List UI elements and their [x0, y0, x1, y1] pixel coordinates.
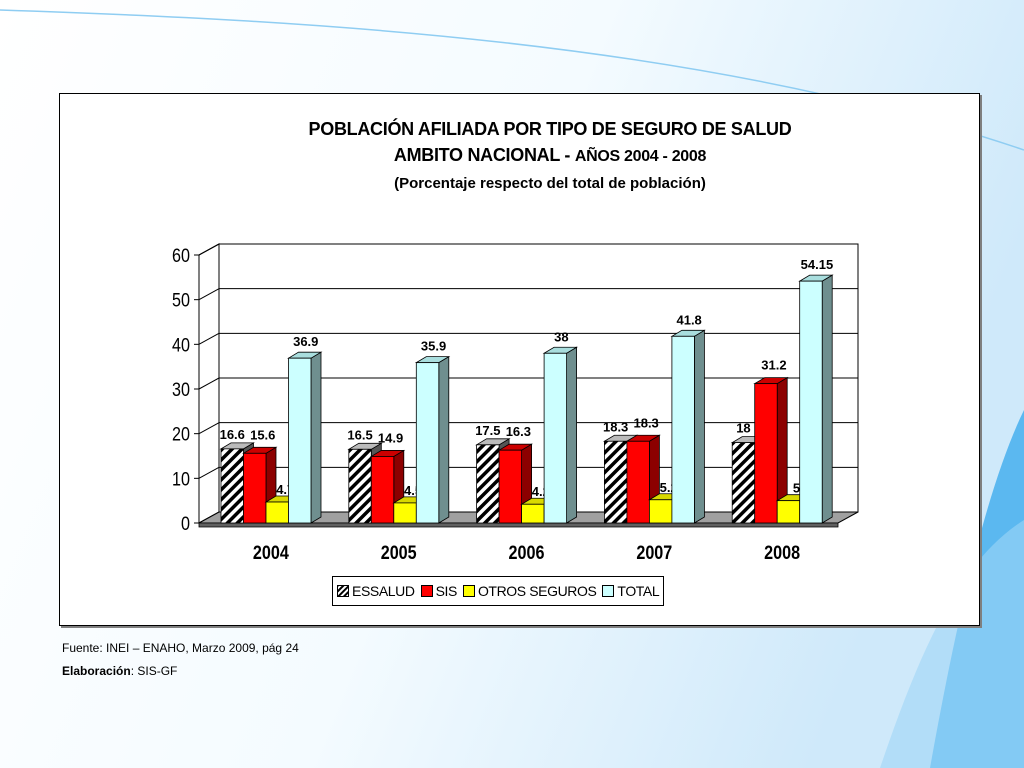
x-tick-label-2004: 2004 — [253, 542, 289, 564]
data-label-sis-2004: 15.6 — [250, 427, 275, 442]
legend-label-essalud: ESSALUD — [352, 583, 415, 599]
data-label-sis-2008: 31.2 — [761, 358, 786, 373]
x-tick-label-2008: 2008 — [764, 542, 800, 564]
data-label-essalud-2005: 16.5 — [347, 427, 372, 442]
chart-title-scope: AMBITO NACIONAL - — [393, 145, 575, 165]
legend-swatch-otros — [462, 585, 475, 597]
chart-title: POBLACIÓN AFILIADA POR TIPO DE SEGURO DE… — [308, 119, 792, 139]
gridline-side — [198, 243, 220, 256]
bar-total-2006 — [543, 352, 568, 524]
y-tick-label: 40 — [172, 334, 190, 356]
elaboration-value: SIS-GF — [137, 664, 178, 678]
data-label-sis-2006: 16.3 — [506, 424, 531, 439]
chart-titles: POBLACIÓN AFILIADA POR TIPO DE SEGURO DE… — [60, 116, 1024, 198]
legend-label-sis: SIS — [435, 583, 458, 599]
data-label-sis-2005: 14.9 — [378, 430, 403, 445]
chart-frame: 0 10 20 30 40 50 60 16.6 15.6 4.7 36.9 2004 16.5 14.9… — [59, 93, 980, 626]
legend-item-total: TOTAL — [602, 583, 660, 599]
y-tick-label: 30 — [172, 379, 190, 401]
data-label-essalud-2008: 18 — [736, 421, 750, 436]
bar-total-2008-side — [821, 274, 833, 524]
data-label-essalud-2007: 18.3 — [603, 419, 628, 434]
elaboration-note: Elaboración: SIS-GF — [62, 664, 177, 678]
bar-total-2005 — [415, 362, 440, 524]
legend-swatch-sis — [420, 585, 433, 597]
data-label-total-2006: 38 — [554, 329, 568, 344]
bar-otros-2008 — [776, 500, 801, 524]
bar-essalud-2007 — [604, 440, 628, 524]
data-label-total-2005: 35.9 — [421, 339, 446, 354]
data-label-total-2004: 36.9 — [293, 334, 318, 349]
y-tick-label: 0 — [181, 513, 190, 535]
legend-swatch-essalud — [337, 585, 349, 597]
x-tick-label-2006: 2006 — [509, 542, 545, 564]
bar-sis-2005 — [370, 456, 395, 524]
bar-total-2006-side — [566, 346, 577, 524]
bar-essalud-2005 — [348, 448, 372, 524]
bar-essalud-2004 — [220, 448, 244, 524]
bar-otros-2007 — [649, 499, 673, 524]
elaboration-sep: : — [130, 664, 138, 678]
legend-swatch-total — [602, 585, 615, 597]
bar-otros-2006 — [521, 503, 545, 524]
bar-otros-2004 — [265, 501, 289, 524]
gridline-side — [198, 377, 220, 390]
data-label-essalud-2006: 17.5 — [475, 423, 500, 438]
chart-title-line2: AMBITO NACIONAL - AÑOS 2004 - 2008 — [60, 142, 1024, 170]
chart-title-years: AÑOS 2004 - 2008 — [574, 148, 707, 165]
data-label-total-2007: 41.8 — [676, 312, 701, 327]
y-tick-label: 50 — [172, 289, 190, 311]
data-label-sis-2007: 18.3 — [633, 415, 658, 430]
bar-essalud-2008 — [731, 442, 756, 524]
chart-floor-edge — [198, 522, 839, 528]
data-label-otros-2008: 5 — [793, 481, 800, 496]
gridline-side — [198, 288, 220, 301]
gridline-side — [198, 422, 220, 435]
y-tick-label: 10 — [172, 468, 190, 490]
bar-total-2007 — [671, 335, 695, 524]
bar-total-2005-side — [438, 355, 450, 524]
bar-total-2004 — [288, 357, 312, 524]
bar-sis-2004 — [243, 452, 267, 524]
bar-total-2004-side — [310, 351, 322, 524]
legend-item-essalud: ESSALUD — [337, 583, 415, 599]
gridline-side — [198, 332, 220, 345]
y-tick-label: 60 — [172, 245, 190, 267]
bar-total-2008 — [799, 280, 823, 524]
bar-sis-2008 — [754, 383, 778, 524]
legend-label-total: TOTAL — [617, 583, 660, 599]
legend-item-sis: SIS — [420, 583, 458, 599]
y-tick-label: 20 — [172, 423, 190, 445]
gridline-side — [198, 466, 220, 479]
data-label-total-2008: 54.15 — [801, 257, 834, 272]
legend-label-otros: OTROS SEGUROS — [477, 583, 597, 599]
bar-essalud-2006 — [476, 444, 500, 524]
x-tick-label-2005: 2005 — [381, 542, 417, 564]
chart-legend: ESSALUD SIS OTROS SEGUROS TOTAL — [332, 576, 665, 606]
chart-subtitle: (Porcentaje respecto del total de poblac… — [394, 175, 706, 192]
legend-item-otros: OTROS SEGUROS — [462, 583, 597, 599]
elaboration-label: Elaboración — [62, 664, 131, 678]
source-note: Fuente: INEI – ENAHO, Marzo 2009, pág 24 — [62, 641, 299, 655]
bar-otros-2005 — [393, 502, 417, 524]
data-label-essalud-2004: 16.6 — [220, 427, 245, 442]
bar-sis-2007 — [626, 440, 650, 524]
bar-sis-2006 — [498, 449, 523, 524]
bar-total-2007-side — [694, 329, 705, 524]
x-tick-label-2007: 2007 — [636, 542, 672, 564]
